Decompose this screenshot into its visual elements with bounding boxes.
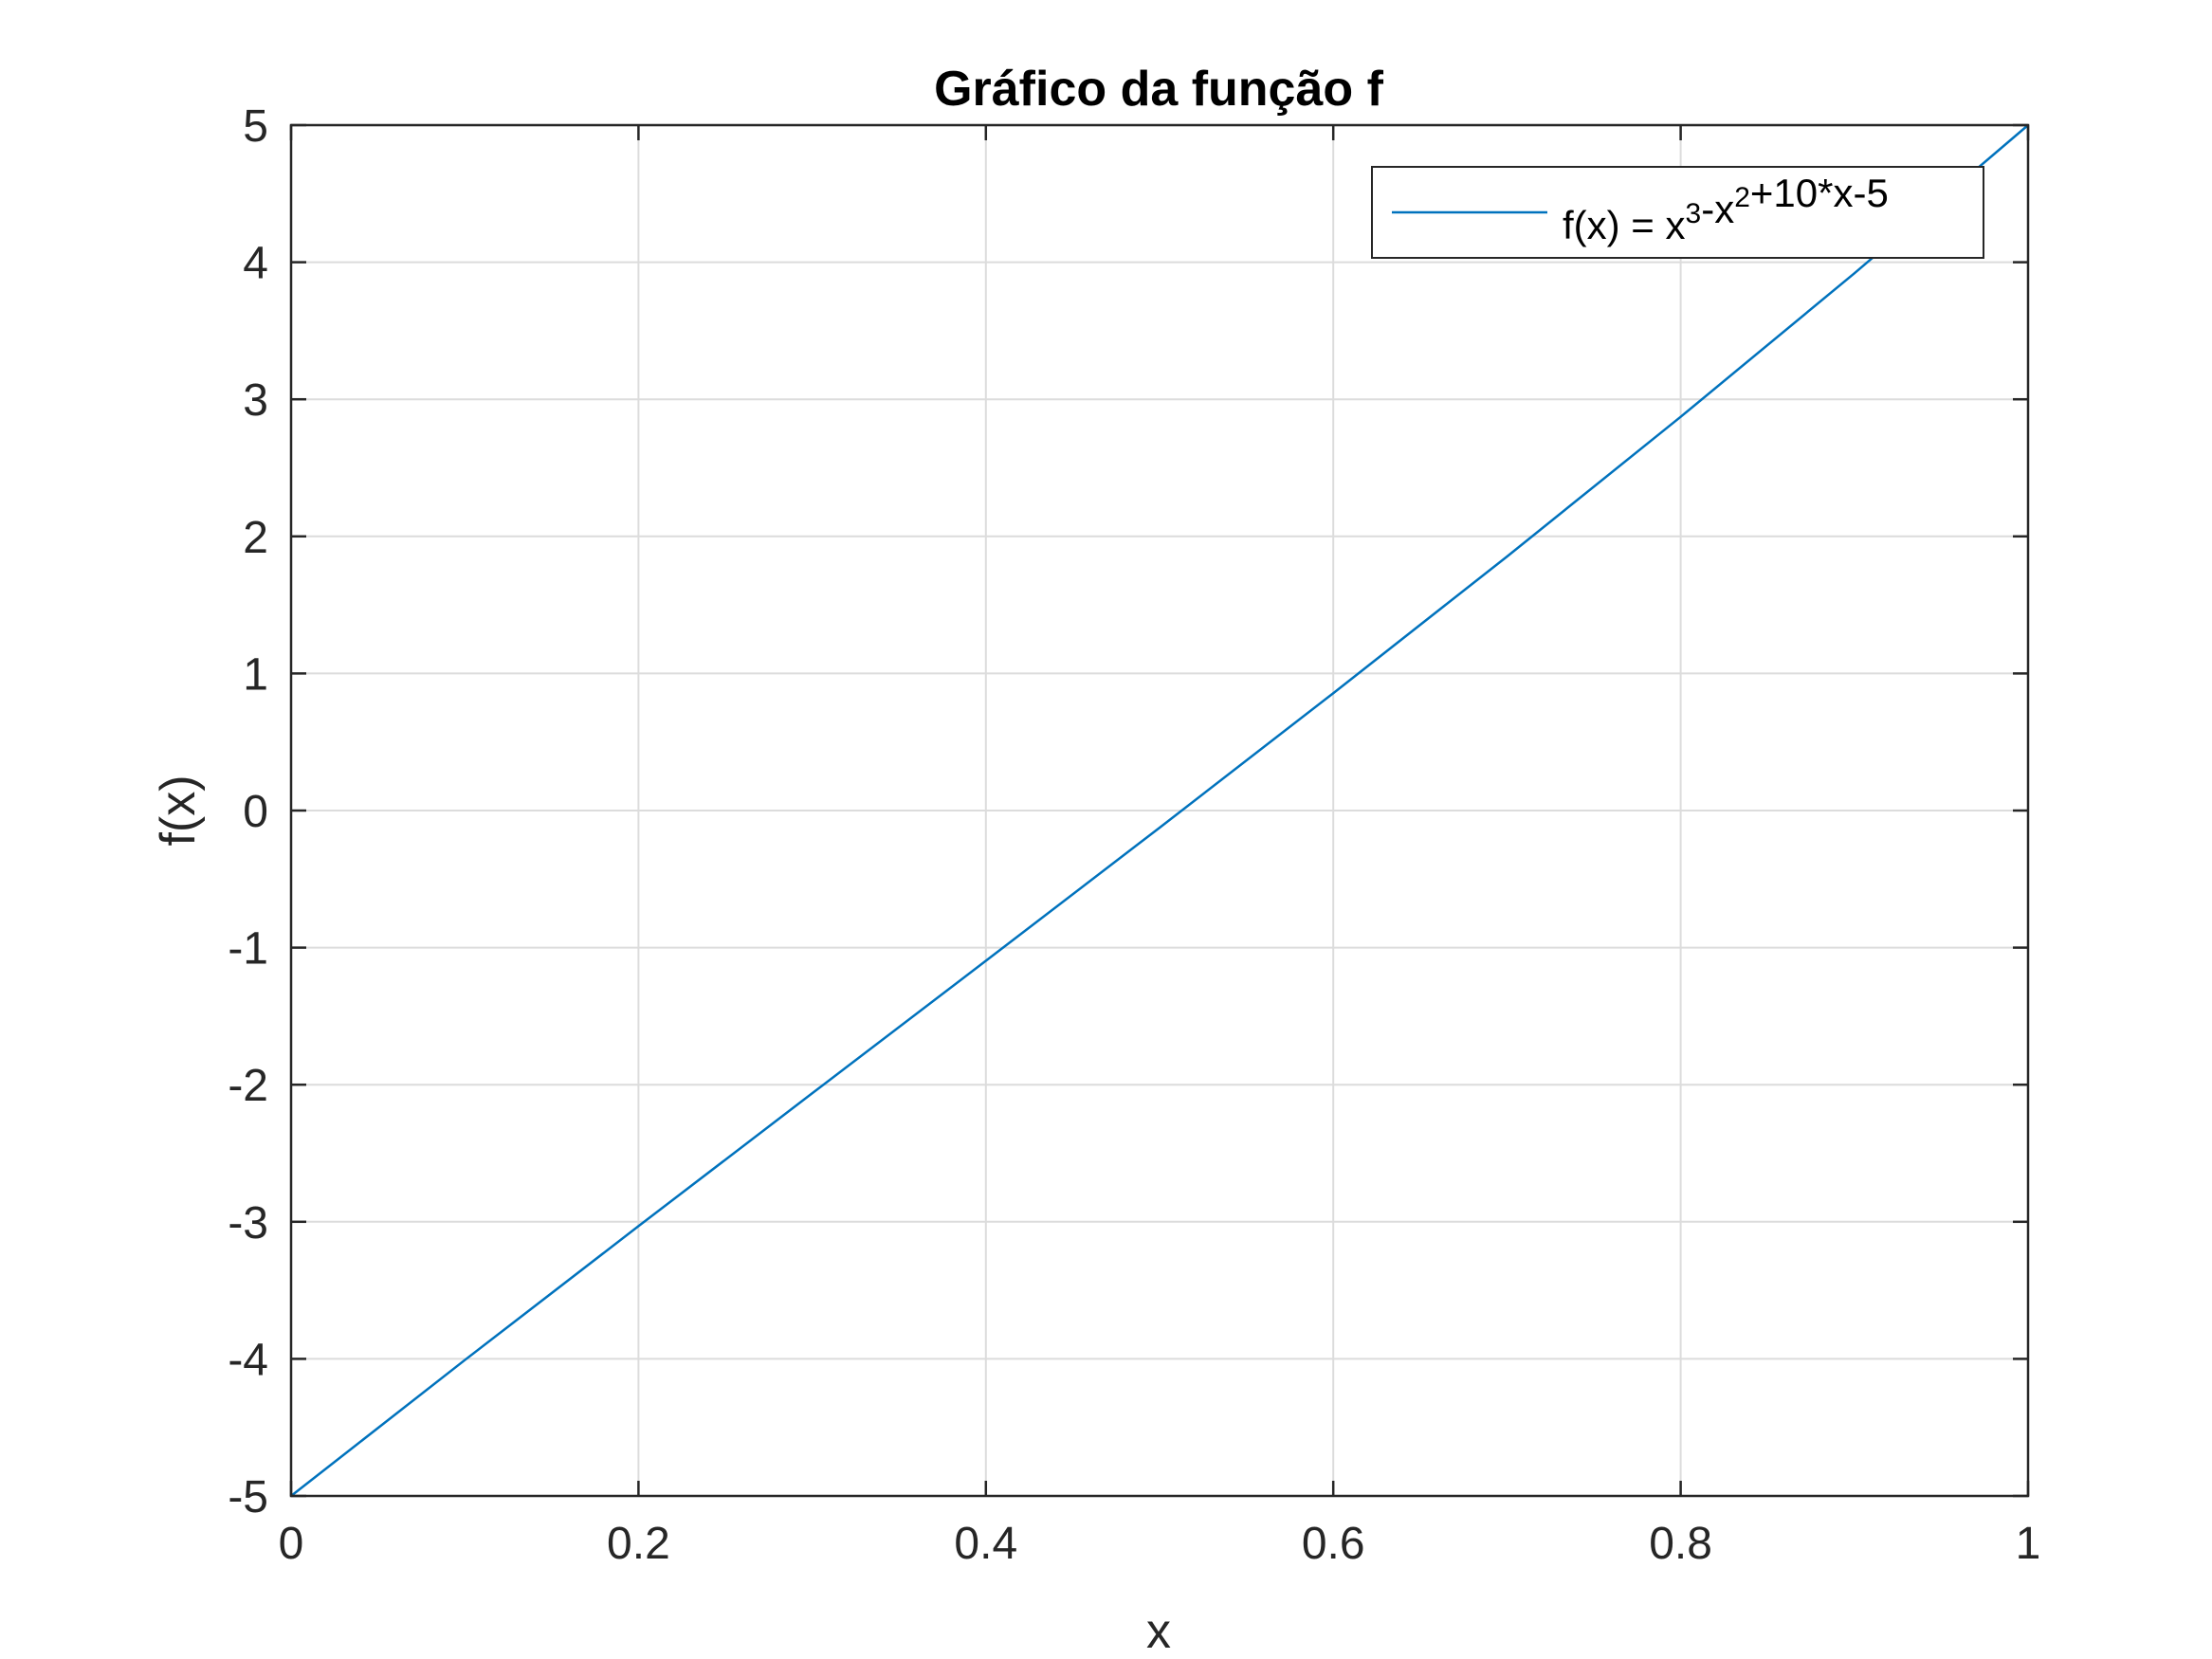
tick-marks xyxy=(289,123,2030,1498)
x-tick-labels: 0 0.2 0.4 0.6 0.8 1 xyxy=(279,1519,2041,1569)
chart-title: Gráfico da função f xyxy=(934,62,1384,117)
x-tick-label: 0.8 xyxy=(1649,1519,1712,1569)
legend-superscript: 2 xyxy=(1734,182,1750,213)
legend-text-part: f(x) = x xyxy=(1563,203,1686,247)
legend-text-part: +10*x-5 xyxy=(1750,171,1889,215)
series-layer xyxy=(290,124,2029,1497)
y-tick-label: 3 xyxy=(243,375,268,426)
legend-superscript: 3 xyxy=(1686,198,1702,229)
legend-text-part: -x xyxy=(1701,187,1734,231)
y-tick-label: -1 xyxy=(228,924,268,975)
legend: f(x) = x3-x2+10*x-5 xyxy=(1371,166,1984,259)
x-axis-label: x xyxy=(1146,1604,1171,1659)
y-tick-label: -4 xyxy=(228,1335,268,1385)
y-tick-label: 0 xyxy=(243,787,268,837)
x-tick-label: 0 xyxy=(279,1519,304,1569)
series-line xyxy=(290,124,2029,1497)
x-tick-label: 0.2 xyxy=(607,1519,670,1569)
x-tick-label: 0.4 xyxy=(954,1519,1017,1569)
y-tick-label: -5 xyxy=(228,1472,268,1522)
legend-series-label: f(x) = x3-x2+10*x-5 xyxy=(1563,171,1889,247)
y-tick-labels: -5 -4 -3 -2 -1 0 1 2 3 4 5 xyxy=(228,101,268,1522)
y-tick-label: 1 xyxy=(243,649,268,700)
y-tick-label: -3 xyxy=(228,1198,268,1249)
y-tick-label: -2 xyxy=(228,1061,268,1111)
y-tick-label: 2 xyxy=(243,513,268,563)
y-tick-label: 4 xyxy=(243,239,268,289)
y-axis-label: f(x) xyxy=(151,775,206,846)
y-tick-label: 5 xyxy=(243,101,268,152)
x-tick-label: 0.6 xyxy=(1302,1519,1365,1569)
x-tick-label: 1 xyxy=(2016,1519,2041,1569)
